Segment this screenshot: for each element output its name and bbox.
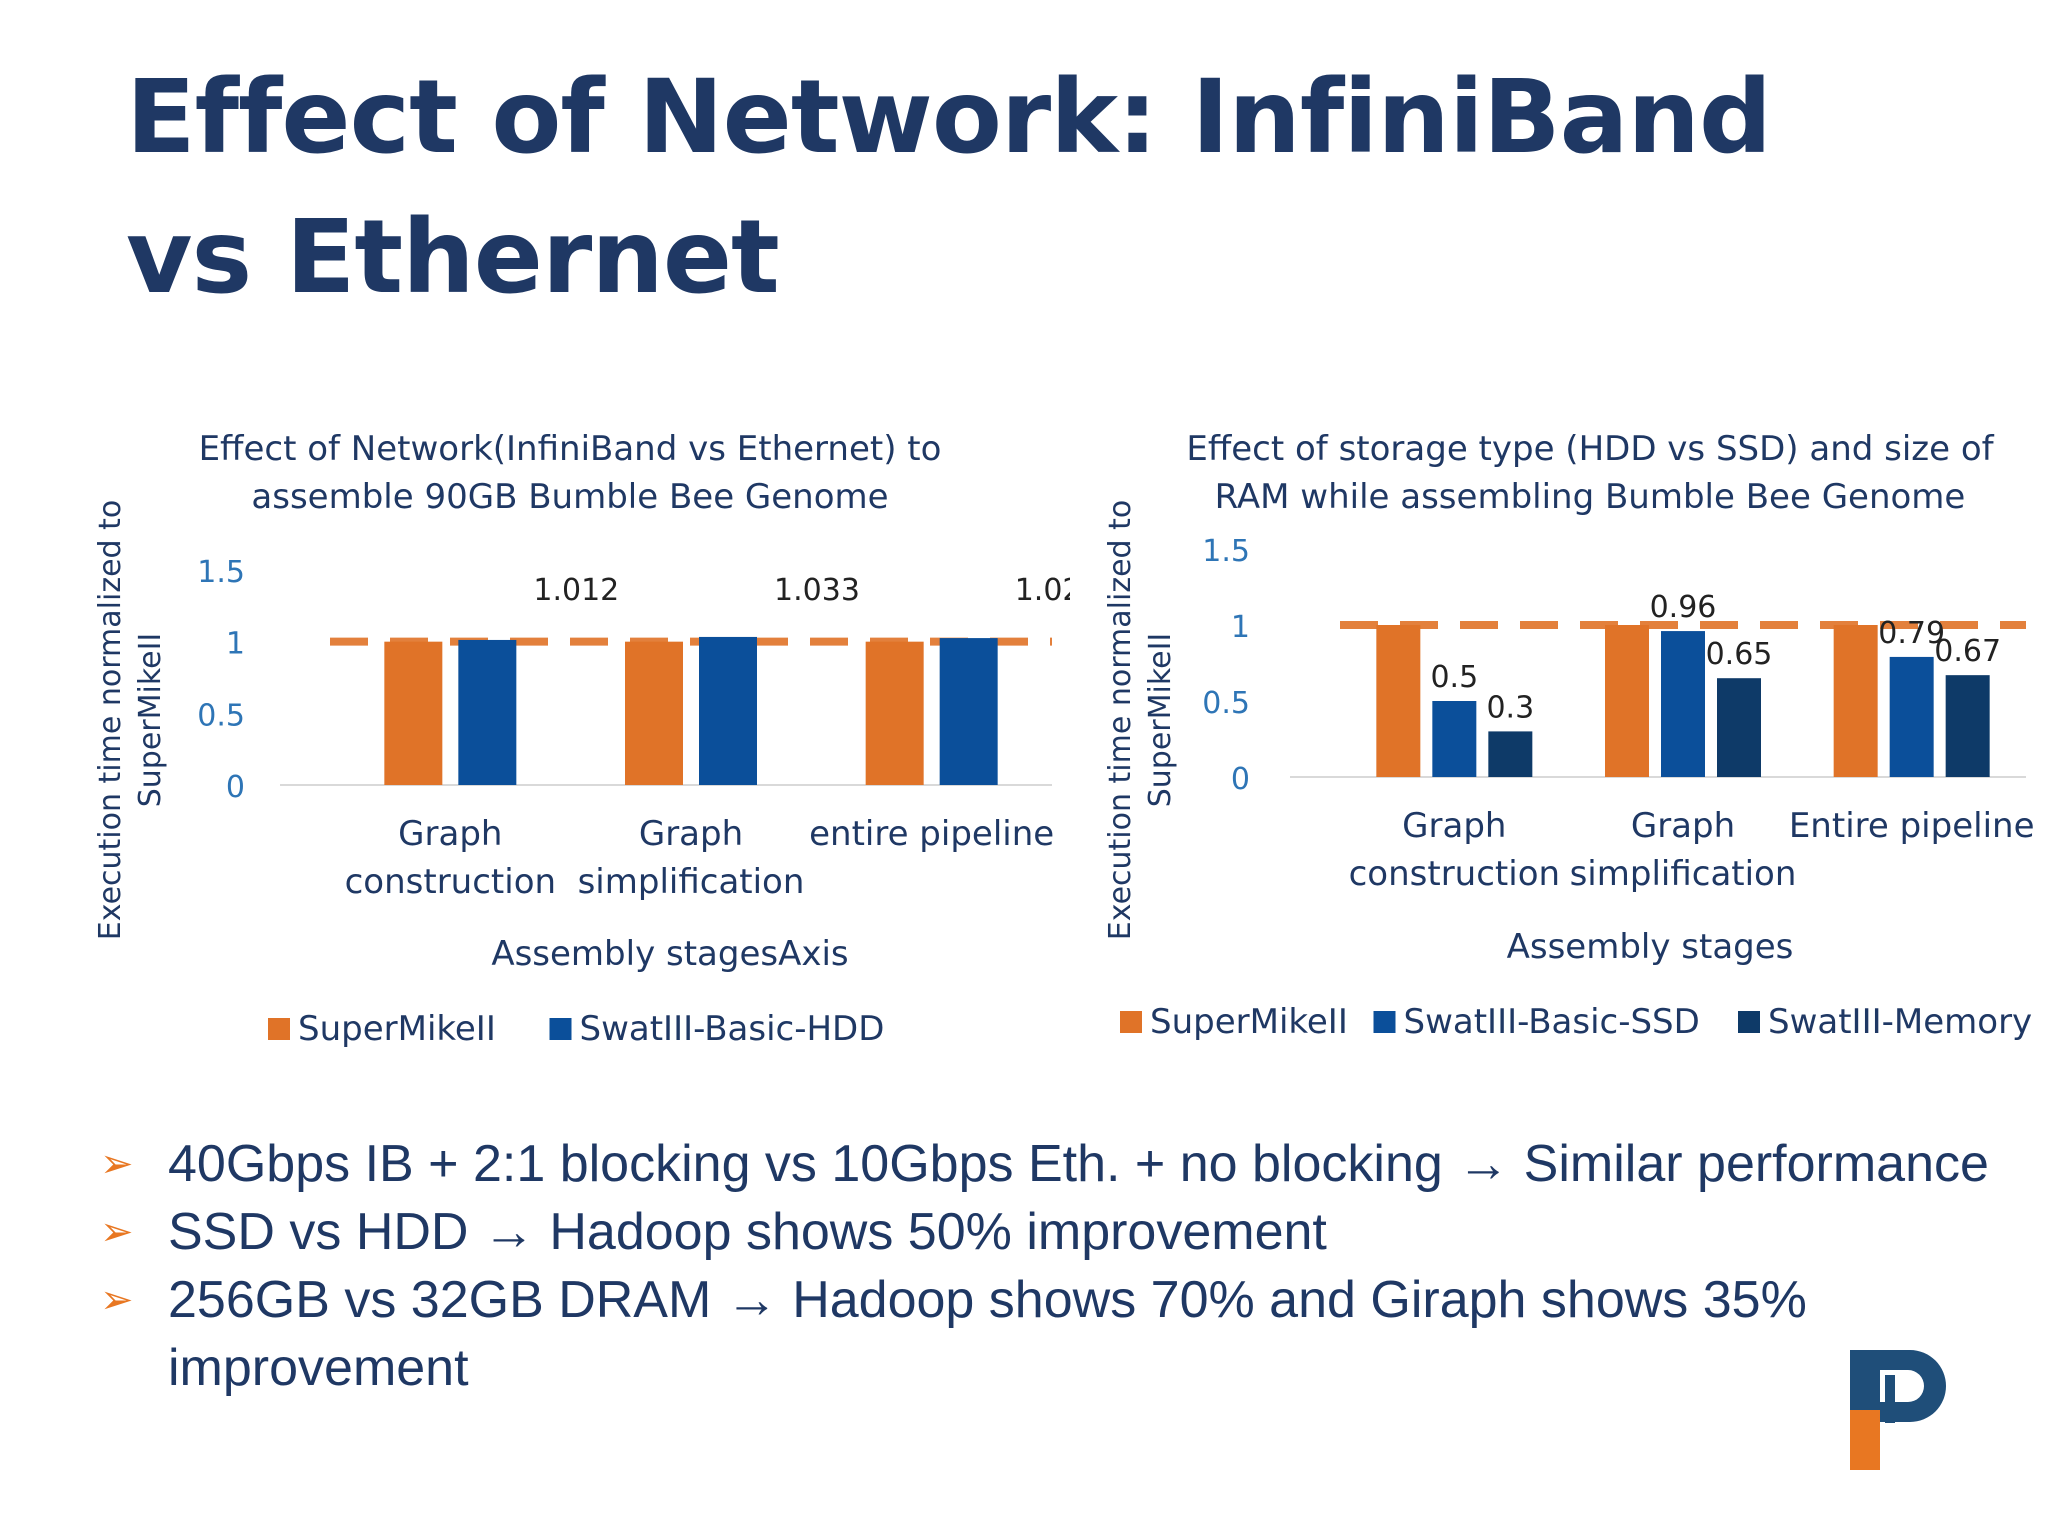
legend-swatch bbox=[1373, 1011, 1396, 1033]
y-tick-label: 1 bbox=[226, 627, 245, 662]
bar-swatiii-basic-ssd bbox=[1432, 701, 1477, 777]
y-tick-label: 1.5 bbox=[197, 555, 245, 590]
chart-title: Effect of Network(InfiniBand vs Ethernet… bbox=[199, 429, 942, 469]
arrowhead-bullet-icon: ➢ bbox=[100, 1142, 134, 1186]
category-label: construction bbox=[345, 862, 556, 902]
network-effect-chart: Effect of Network(InfiniBand vs Ethernet… bbox=[93, 429, 1070, 1049]
legend-label: SwatIII-Basic-SSD bbox=[1404, 1002, 1700, 1042]
bullet-list: ➢ 40Gbps IB + 2:1 blocking vs 10Gbps Eth… bbox=[100, 1130, 2000, 1402]
legend-label: SuperMikeII bbox=[298, 1009, 496, 1049]
legend-label: SwatIII-Basic-HDD bbox=[580, 1009, 885, 1049]
y-tick-label: 1.5 bbox=[1202, 534, 1250, 569]
data-label: 0.65 bbox=[1706, 637, 1773, 672]
bullet-text: 40Gbps IB + 2:1 blocking vs 10Gbps Eth. … bbox=[168, 1135, 1989, 1193]
bar-swatiii-memory bbox=[1717, 678, 1761, 777]
bullet-item: ➢ 256GB vs 32GB DRAM → Hadoop shows 70% … bbox=[100, 1266, 2000, 1402]
slide-title: Effect of Network: InfiniBand vs Etherne… bbox=[126, 58, 1772, 317]
data-label: 0.67 bbox=[1934, 634, 2001, 669]
y-tick-label: 0 bbox=[226, 770, 245, 805]
data-label: 0.96 bbox=[1650, 590, 1717, 625]
y-axis-label: Execution time normalized to bbox=[93, 500, 128, 940]
legend-swatch bbox=[1120, 1011, 1142, 1033]
chart-title: assemble 90GB Bumble Bee Genome bbox=[251, 477, 888, 517]
bar-swatiii-memory bbox=[1945, 675, 1990, 777]
bar-supermikeii bbox=[384, 641, 443, 785]
arrowhead-bullet-icon: ➢ bbox=[100, 1278, 134, 1322]
storage-effect-chart: Effect of storage type (HDD vs SSD) and … bbox=[1103, 429, 2035, 1042]
category-label: simplification bbox=[578, 862, 805, 902]
data-label: 1.033 bbox=[774, 573, 860, 608]
x-axis-title: Assembly stagesAxis bbox=[491, 934, 848, 974]
bar-swatiii-basic-hdd bbox=[939, 638, 998, 785]
bar-swatiii-basic-hdd bbox=[458, 639, 517, 785]
y-axis-label: SuperMikeII bbox=[1143, 633, 1178, 808]
data-label: 0.79 bbox=[1878, 616, 1945, 651]
bar-swatiii-basic-hdd bbox=[699, 636, 757, 785]
data-label: 0.5 bbox=[1430, 660, 1478, 695]
chart-title: RAM while assembling Bumble Bee Genome bbox=[1215, 477, 1966, 517]
category-label: construction bbox=[1349, 854, 1560, 894]
bar-swatiii-basic-ssd bbox=[1889, 656, 1934, 777]
bullet-item: ➢ 40Gbps IB + 2:1 blocking vs 10Gbps Eth… bbox=[100, 1130, 2000, 1198]
data-label: 1.025 bbox=[1015, 573, 1070, 608]
bullet-text: SSD vs HDD → Hadoop shows 50% improvemen… bbox=[168, 1203, 1327, 1261]
data-label: 0.3 bbox=[1486, 690, 1534, 725]
category-label: Graph bbox=[1631, 806, 1735, 846]
category-label: Entire pipeline bbox=[1789, 806, 2035, 846]
bullet-text: 256GB vs 32GB DRAM → Hadoop shows 70% an… bbox=[168, 1271, 1807, 1397]
chart-title: Effect of storage type (HDD vs SSD) and … bbox=[1186, 429, 1994, 469]
y-tick-label: 0.5 bbox=[197, 698, 245, 733]
bar-supermikeii bbox=[625, 641, 683, 785]
bar-swatiii-memory bbox=[1488, 731, 1533, 777]
bar-supermikeii bbox=[1605, 625, 1649, 777]
legend-swatch bbox=[549, 1018, 572, 1040]
category-label: simplification bbox=[1570, 854, 1797, 894]
legend-swatch bbox=[268, 1018, 290, 1040]
y-tick-label: 0 bbox=[1231, 762, 1250, 797]
bar-swatiii-basic-ssd bbox=[1661, 631, 1705, 777]
y-tick-label: 1 bbox=[1231, 610, 1250, 645]
arrowhead-bullet-icon: ➢ bbox=[100, 1210, 134, 1254]
bar-supermikeii bbox=[865, 641, 924, 785]
category-label: Graph bbox=[398, 814, 502, 854]
legend-swatch bbox=[1738, 1011, 1760, 1033]
category-label: Graph bbox=[1402, 806, 1506, 846]
y-tick-label: 0.5 bbox=[1202, 686, 1250, 721]
y-axis-label: Execution time normalized to bbox=[1103, 500, 1138, 940]
bar-supermikeii bbox=[1833, 625, 1878, 777]
legend-label: SuperMikeII bbox=[1150, 1002, 1348, 1042]
bar-supermikeii bbox=[1376, 625, 1421, 777]
data-label: 1.012 bbox=[533, 573, 619, 608]
y-axis-label: SuperMikeII bbox=[133, 633, 168, 808]
x-axis-title: Assembly stages bbox=[1507, 927, 1794, 967]
bullet-item: ➢ SSD vs HDD → Hadoop shows 50% improvem… bbox=[100, 1198, 2000, 1266]
letter-p-logo-icon bbox=[1850, 1350, 1946, 1470]
category-label: entire pipeline bbox=[809, 814, 1054, 854]
category-label: Graph bbox=[639, 814, 743, 854]
legend-label: SwatIII-Memory bbox=[1768, 1002, 2032, 1042]
